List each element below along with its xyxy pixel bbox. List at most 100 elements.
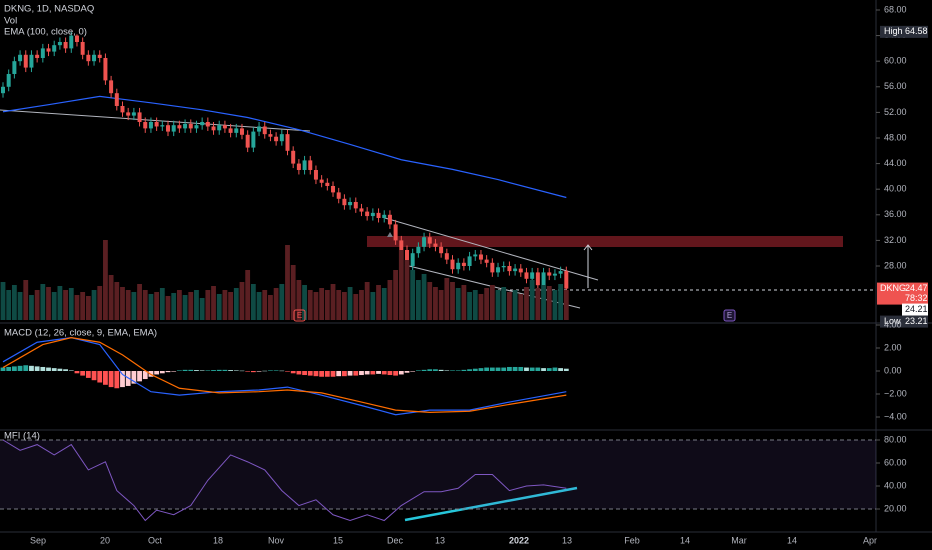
candle-body	[296, 163, 301, 170]
histogram-bar	[91, 371, 97, 381]
candle-body	[552, 273, 557, 276]
volume-bar	[228, 292, 233, 320]
low-badge	[880, 315, 928, 328]
candle-body	[530, 272, 535, 279]
histogram-bar	[347, 371, 353, 376]
volume-bar	[410, 270, 416, 320]
histogram-bar	[108, 371, 114, 388]
candle-body	[245, 134, 250, 148]
histogram-bar	[381, 371, 387, 375]
volume-bar	[120, 287, 125, 320]
volume-bar	[370, 292, 376, 320]
candle-body	[40, 48, 45, 58]
candle-body	[353, 201, 358, 209]
histogram-bar	[535, 367, 541, 372]
volume-bar	[324, 290, 330, 320]
histogram-bar	[165, 371, 171, 373]
volume-bar	[171, 293, 177, 320]
extra-value: 24.21	[905, 304, 928, 314]
histogram-bar	[239, 370, 245, 372]
candle-body	[501, 265, 506, 268]
volume-bar	[29, 295, 34, 320]
volume-bar	[165, 296, 171, 320]
volume-bar	[114, 282, 120, 320]
volume-bar	[256, 292, 262, 320]
candle-body	[126, 112, 131, 116]
candle-body	[279, 134, 284, 142]
x-tick-label: Feb	[624, 535, 640, 545]
volume-bar	[541, 285, 546, 320]
histogram-bar	[46, 367, 51, 372]
histogram-bar	[40, 366, 46, 372]
volume-bar	[188, 292, 194, 320]
candle-body	[257, 126, 262, 132]
histogram-bar	[330, 371, 336, 377]
candle-body	[404, 249, 409, 266]
histogram-bar	[159, 371, 165, 374]
histogram-bar	[524, 367, 529, 372]
volume-bar	[552, 290, 558, 320]
candle-body	[319, 179, 324, 183]
candle-body	[291, 150, 296, 164]
volume-bar	[17, 292, 23, 320]
histogram-bar	[171, 371, 177, 372]
volume-bar	[353, 294, 359, 320]
candle-body	[92, 54, 97, 62]
histogram-bar	[507, 366, 512, 372]
candle-body	[461, 262, 466, 266]
volume-bar	[6, 290, 12, 320]
histogram-bar	[512, 366, 518, 372]
volume-bar	[347, 287, 353, 320]
x-tick-label: Mar	[731, 535, 747, 545]
candle-body	[251, 131, 256, 148]
event-label[interactable]: E	[297, 311, 302, 320]
histogram-bar	[461, 369, 467, 372]
high-badge	[880, 25, 928, 38]
y-tick-label: 48.00	[884, 132, 907, 142]
volume-bar	[478, 294, 484, 320]
candle-body	[1, 86, 5, 94]
volume-bar	[279, 284, 285, 320]
volume-bar	[444, 278, 450, 320]
event-icon[interactable]	[723, 309, 736, 322]
candle-body	[456, 262, 461, 270]
candle-body	[558, 271, 563, 274]
volume-bar	[148, 294, 154, 320]
histogram-bar	[404, 371, 410, 373]
histogram-bar	[364, 371, 370, 375]
volume-bar	[524, 287, 529, 320]
histogram-bar	[57, 368, 63, 372]
candle-body	[490, 262, 495, 273]
volume-bar	[233, 288, 239, 320]
candle-body	[478, 254, 483, 260]
candle-body	[74, 35, 79, 42]
y-tick-label: 44.00	[884, 158, 907, 168]
candle-body	[416, 246, 421, 254]
histogram-bar	[97, 371, 103, 383]
event-icon[interactable]	[293, 309, 306, 322]
histogram-bar	[131, 371, 137, 384]
candle-body	[541, 272, 546, 286]
volume-bar	[63, 290, 68, 320]
y-tick-label: 68.00	[884, 4, 907, 14]
candle-body	[205, 121, 210, 127]
histogram-bar	[262, 370, 268, 372]
volume-bar	[302, 285, 307, 320]
x-tick-label: Sep	[30, 535, 46, 545]
countdown: 78:32	[905, 293, 928, 303]
extra-badge	[902, 303, 928, 316]
mfi-title: MFI (14)	[4, 431, 40, 442]
candle-body	[473, 254, 478, 257]
volume-bar	[125, 290, 131, 320]
histogram-bar	[336, 371, 342, 377]
candle-body	[308, 160, 313, 170]
candle-body	[376, 212, 381, 218]
volume-bar	[518, 294, 524, 320]
x-tick-label: Nov	[268, 535, 285, 545]
candle-body	[160, 125, 165, 127]
volume-bar	[239, 282, 245, 320]
histogram-bar	[228, 370, 233, 372]
x-tick-label: 2022	[509, 535, 529, 545]
volume-bar	[495, 290, 501, 320]
event-label[interactable]: E	[727, 311, 732, 320]
